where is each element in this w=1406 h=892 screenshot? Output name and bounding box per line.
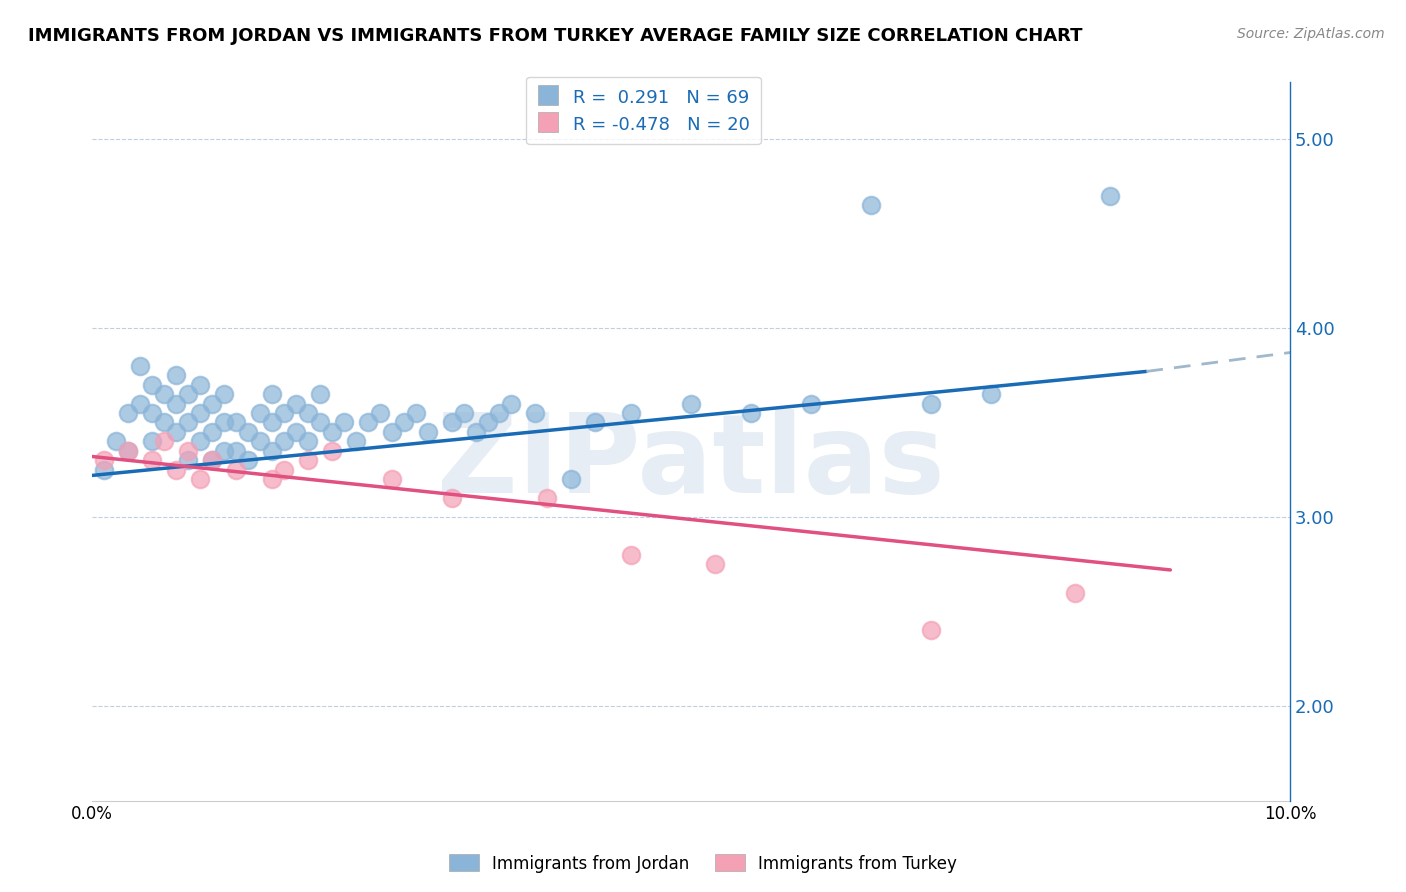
Point bbox=[129, 396, 152, 410]
Point bbox=[177, 416, 200, 430]
Point bbox=[859, 198, 882, 212]
Text: IMMIGRANTS FROM JORDAN VS IMMIGRANTS FROM TURKEY AVERAGE FAMILY SIZE CORRELATION: IMMIGRANTS FROM JORDAN VS IMMIGRANTS FRO… bbox=[28, 27, 1083, 45]
Legend: Immigrants from Jordan, Immigrants from Turkey: Immigrants from Jordan, Immigrants from … bbox=[443, 847, 963, 880]
Point bbox=[284, 396, 307, 410]
Point bbox=[141, 453, 163, 467]
Point bbox=[381, 425, 404, 439]
Point bbox=[321, 443, 343, 458]
Point bbox=[501, 396, 523, 410]
Point bbox=[165, 396, 187, 410]
Point bbox=[332, 416, 354, 430]
Point bbox=[93, 463, 115, 477]
Point bbox=[416, 425, 439, 439]
Point bbox=[297, 406, 319, 420]
Point bbox=[153, 434, 176, 449]
Point bbox=[488, 406, 510, 420]
Text: ZIPatlas: ZIPatlas bbox=[437, 409, 945, 516]
Point bbox=[1099, 188, 1122, 202]
Point bbox=[297, 453, 319, 467]
Point bbox=[308, 387, 330, 401]
Point bbox=[153, 387, 176, 401]
Point bbox=[141, 406, 163, 420]
Point bbox=[381, 472, 404, 486]
Point bbox=[153, 416, 176, 430]
Point bbox=[177, 453, 200, 467]
Point bbox=[201, 453, 224, 467]
Point bbox=[141, 377, 163, 392]
Point bbox=[165, 425, 187, 439]
Point bbox=[273, 463, 295, 477]
Point bbox=[440, 416, 463, 430]
Point bbox=[225, 443, 247, 458]
Point bbox=[560, 472, 582, 486]
Text: Source: ZipAtlas.com: Source: ZipAtlas.com bbox=[1237, 27, 1385, 41]
Point bbox=[440, 491, 463, 505]
Point bbox=[392, 416, 415, 430]
Point bbox=[260, 472, 283, 486]
Point bbox=[249, 434, 271, 449]
Point bbox=[920, 624, 942, 638]
Point bbox=[453, 406, 475, 420]
Point bbox=[201, 425, 224, 439]
Point bbox=[405, 406, 427, 420]
Point bbox=[225, 463, 247, 477]
Point bbox=[212, 443, 235, 458]
Point bbox=[177, 443, 200, 458]
Point bbox=[188, 434, 211, 449]
Point bbox=[681, 396, 703, 410]
Point bbox=[620, 548, 643, 562]
Point bbox=[201, 396, 224, 410]
Point bbox=[93, 453, 115, 467]
Point bbox=[201, 453, 224, 467]
Point bbox=[260, 443, 283, 458]
Point bbox=[236, 425, 259, 439]
Point bbox=[188, 377, 211, 392]
Point bbox=[249, 406, 271, 420]
Point bbox=[117, 443, 139, 458]
Point bbox=[920, 396, 942, 410]
Point bbox=[236, 453, 259, 467]
Point bbox=[308, 416, 330, 430]
Point bbox=[260, 416, 283, 430]
Point bbox=[177, 387, 200, 401]
Point bbox=[273, 434, 295, 449]
Point bbox=[165, 368, 187, 383]
Point bbox=[165, 463, 187, 477]
Point bbox=[117, 443, 139, 458]
Point bbox=[740, 406, 762, 420]
Point bbox=[105, 434, 128, 449]
Point bbox=[583, 416, 606, 430]
Point bbox=[284, 425, 307, 439]
Point bbox=[212, 416, 235, 430]
Point bbox=[188, 472, 211, 486]
Point bbox=[188, 406, 211, 420]
Point bbox=[117, 406, 139, 420]
Point bbox=[321, 425, 343, 439]
Point bbox=[1063, 585, 1085, 599]
Point bbox=[225, 416, 247, 430]
Point bbox=[464, 425, 486, 439]
Point bbox=[477, 416, 499, 430]
Point bbox=[536, 491, 558, 505]
Point bbox=[212, 387, 235, 401]
Point bbox=[260, 387, 283, 401]
Point bbox=[297, 434, 319, 449]
Point bbox=[800, 396, 823, 410]
Point bbox=[980, 387, 1002, 401]
Point bbox=[620, 406, 643, 420]
Point bbox=[273, 406, 295, 420]
Point bbox=[368, 406, 391, 420]
Point bbox=[129, 359, 152, 373]
Legend: R =  0.291   N = 69, R = -0.478   N = 20: R = 0.291 N = 69, R = -0.478 N = 20 bbox=[526, 77, 761, 145]
Point bbox=[357, 416, 380, 430]
Point bbox=[344, 434, 367, 449]
Point bbox=[704, 558, 727, 572]
Point bbox=[524, 406, 547, 420]
Point bbox=[141, 434, 163, 449]
